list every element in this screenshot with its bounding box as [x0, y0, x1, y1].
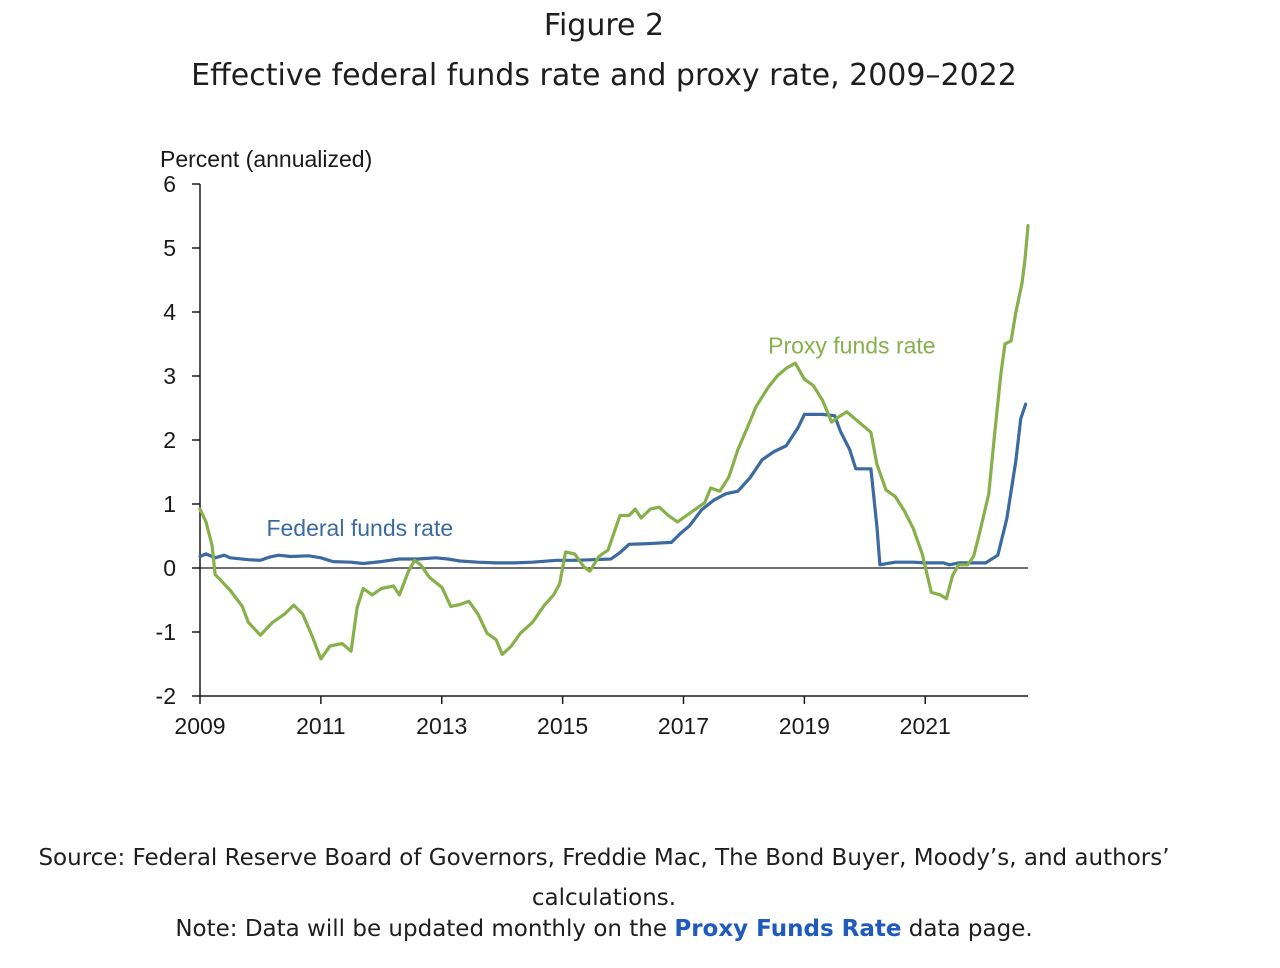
- note-prefix: Note: Data will be updated monthly on th…: [175, 916, 675, 942]
- figure-label: Figure 2: [543, 8, 665, 43]
- y-tick-label: 2: [163, 427, 176, 453]
- x-tick-label: 2015: [537, 713, 588, 739]
- proxy-funds-rate-link[interactable]: Proxy Funds Rate: [674, 916, 902, 942]
- y-tick-label: -2: [156, 683, 176, 709]
- federal-funds-rate-line: [198, 402, 1028, 567]
- x-tick-label: 2021: [900, 713, 951, 739]
- y-axis-title: Percent (annualized): [160, 146, 372, 172]
- data-note: Note: Data will be updated monthly on th…: [0, 916, 1208, 942]
- x-tick-label: 2019: [779, 713, 830, 739]
- proxy-funds-rate-label: Proxy funds rate: [768, 333, 935, 359]
- note-suffix: data page.: [901, 916, 1033, 942]
- x-tick-label: 2011: [296, 713, 345, 739]
- source-note: Source: Federal Reserve Board of Governo…: [38, 845, 1170, 911]
- line-chart: Percent (annualized) -2 -1 0 1 2 3 4 5 6 2009 2011 2…: [156, 146, 1030, 739]
- y-tick-label: 5: [163, 235, 176, 261]
- x-tick-label: 2013: [416, 713, 467, 739]
- proxy-funds-rate-line: [198, 224, 1030, 661]
- y-tick-label: 0: [163, 555, 176, 581]
- y-tick-label: -1: [156, 619, 176, 645]
- federal-funds-rate-label: Federal funds rate: [266, 515, 453, 541]
- y-tick-label: 3: [163, 363, 176, 389]
- y-tick-label: 4: [163, 299, 176, 325]
- figure-title: Effective federal funds rate and proxy r…: [191, 58, 1017, 93]
- y-tick-label: 1: [163, 491, 176, 517]
- x-tick-label: 2009: [174, 713, 225, 739]
- y-tick-label: 6: [163, 171, 176, 197]
- x-tick-label: 2017: [658, 713, 709, 739]
